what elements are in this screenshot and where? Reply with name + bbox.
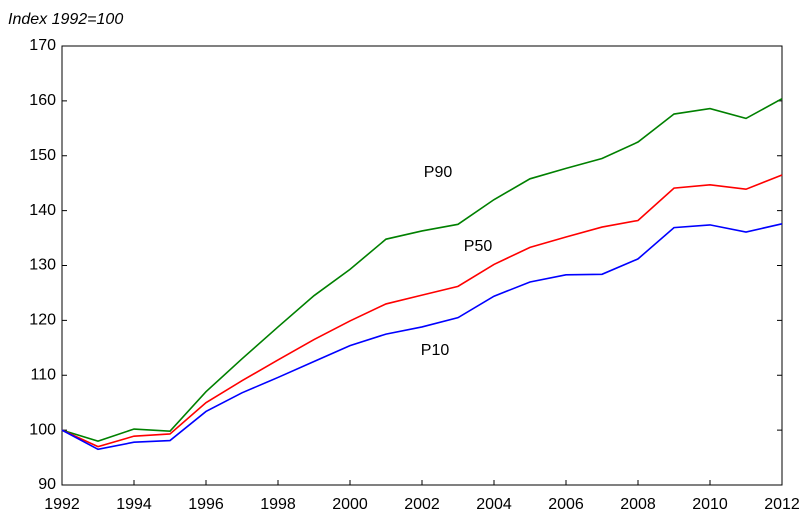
y-tick-label: 170 xyxy=(29,37,56,54)
series-label: P50 xyxy=(464,238,493,255)
x-tick-label: 1994 xyxy=(116,496,152,513)
series-line xyxy=(61,174,783,448)
x-tick-label: 2002 xyxy=(404,496,440,513)
y-tick-label: 100 xyxy=(29,421,56,438)
y-tick-label: 110 xyxy=(30,366,56,383)
y-tick-label: 90 xyxy=(38,476,56,493)
x-tick-label: 2010 xyxy=(692,496,728,513)
x-tick-label: 2012 xyxy=(764,496,800,513)
x-tick-label: 2006 xyxy=(548,496,584,513)
y-tick-label: 120 xyxy=(29,312,56,329)
x-tick-label: 1992 xyxy=(44,496,80,513)
x-tick-label: 2004 xyxy=(476,496,512,513)
chart-title: Index 1992=100 xyxy=(8,11,123,28)
x-tick-label: 2008 xyxy=(620,496,656,513)
x-tick-label: 1996 xyxy=(188,496,224,513)
series-label: P10 xyxy=(421,342,450,359)
x-tick-label: 1998 xyxy=(260,496,296,513)
plot-frame xyxy=(61,45,783,486)
series-line xyxy=(61,97,783,442)
y-tick-label: 150 xyxy=(29,147,56,164)
series-label: P90 xyxy=(424,164,453,181)
y-tick-label: 140 xyxy=(29,202,56,219)
y-tick-label: 130 xyxy=(29,257,56,274)
x-tick-label: 2000 xyxy=(332,496,368,513)
series-line xyxy=(61,223,783,451)
y-tick-label: 160 xyxy=(29,92,56,109)
